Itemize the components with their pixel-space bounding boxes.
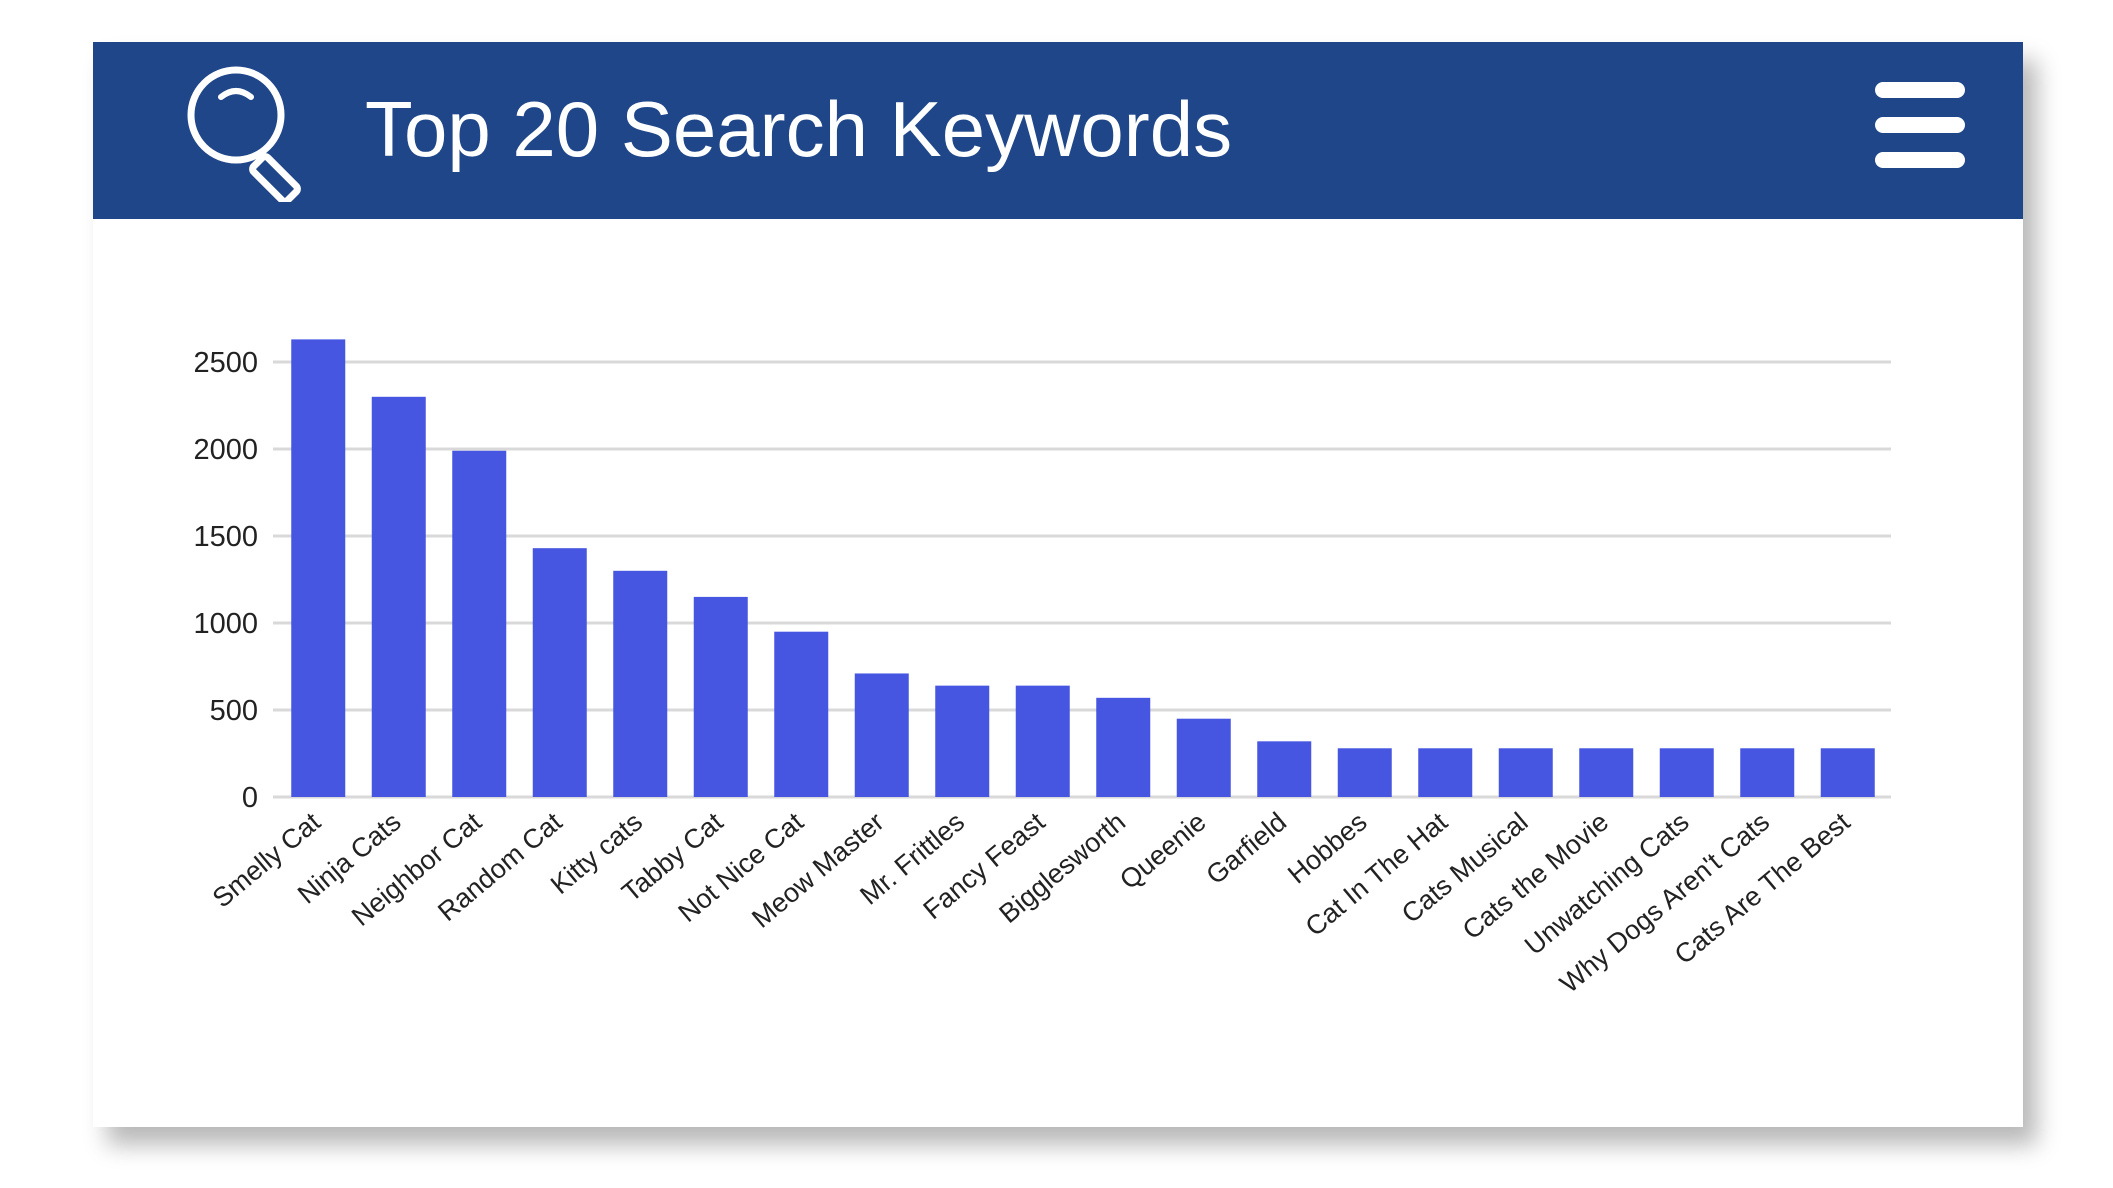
bar bbox=[935, 685, 990, 797]
y-tick-label: 0 bbox=[242, 782, 258, 814]
bar bbox=[291, 339, 346, 797]
chart-card: Top 20 Search Keywords 0 500 1000 1500 2000 2… bbox=[93, 42, 2023, 1127]
bar bbox=[1498, 748, 1553, 797]
bar bbox=[1015, 685, 1070, 797]
bar bbox=[854, 673, 909, 797]
search-icon[interactable] bbox=[181, 62, 321, 202]
y-tick-label: 1500 bbox=[193, 521, 258, 553]
bar bbox=[1579, 748, 1634, 797]
y-tick-label: 2500 bbox=[193, 347, 258, 379]
bar bbox=[1820, 748, 1875, 797]
gridlines bbox=[273, 360, 1891, 799]
menu-line bbox=[1875, 117, 1965, 133]
bar bbox=[613, 570, 668, 797]
header-bar: Top 20 Search Keywords bbox=[93, 42, 2023, 219]
bar bbox=[1740, 748, 1795, 797]
bar bbox=[693, 596, 748, 797]
y-tick-label: 500 bbox=[210, 695, 258, 727]
bar bbox=[452, 450, 507, 797]
page-title: Top 20 Search Keywords bbox=[365, 85, 1233, 173]
bar bbox=[1659, 748, 1714, 797]
y-axis-ticks: 0 500 1000 1500 2000 2500 bbox=[193, 347, 258, 814]
bar bbox=[371, 396, 426, 797]
y-tick-label: 1000 bbox=[193, 608, 258, 640]
bar bbox=[532, 548, 587, 797]
x-tick-label: Queenie bbox=[1114, 807, 1211, 896]
x-tick-label: Garfield bbox=[1200, 807, 1292, 891]
bar bbox=[1337, 748, 1392, 797]
menu-line bbox=[1875, 152, 1965, 168]
bar bbox=[1176, 718, 1231, 797]
bar bbox=[1257, 741, 1312, 797]
menu-line bbox=[1875, 82, 1965, 98]
x-tick-label: Cat In The Hat bbox=[1300, 806, 1454, 942]
bar bbox=[1096, 697, 1151, 797]
bars bbox=[291, 339, 1875, 797]
menu-icon[interactable] bbox=[1875, 80, 1965, 170]
bar bbox=[774, 631, 829, 797]
bar bbox=[1418, 748, 1473, 797]
y-tick-label: 2000 bbox=[193, 434, 258, 466]
